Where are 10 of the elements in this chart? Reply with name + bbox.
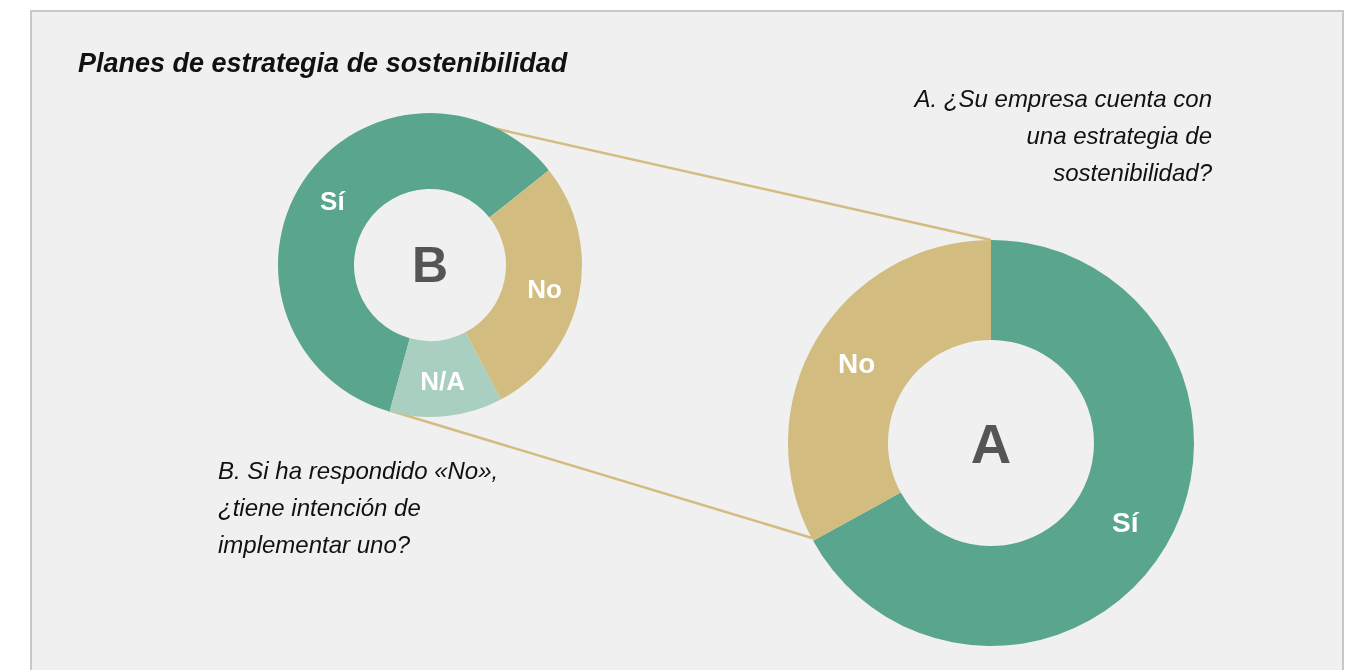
slice-label: Sí <box>1112 506 1140 538</box>
slice-label: No <box>527 273 562 304</box>
text: A <box>970 411 1012 475</box>
slice-label: N/A <box>420 366 466 397</box>
text: B <box>411 237 449 293</box>
slice-label: No <box>838 348 876 380</box>
text: Planes de estrategia de sostenibilidad <box>78 47 568 80</box>
text: A. ¿Su empresa cuenta con una estrategia de sostenibilidad? <box>912 84 1212 188</box>
slice-label: Sí <box>320 185 346 216</box>
text: B. Si ha respondido «No», ¿tiene intención de implementar uno? <box>218 456 500 560</box>
